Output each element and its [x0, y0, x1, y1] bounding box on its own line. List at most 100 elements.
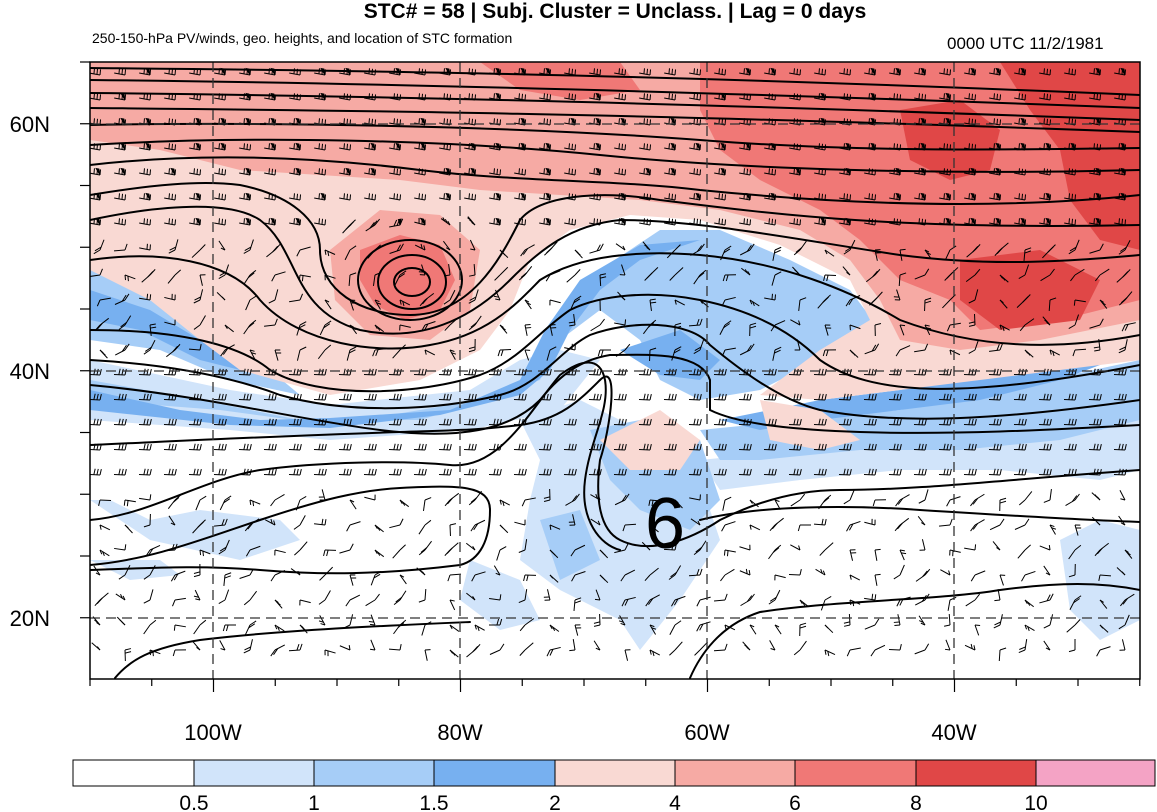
- wind-barb: [438, 443, 452, 451]
- wind-barb: [649, 298, 657, 311]
- colorbar-label: 1: [308, 792, 320, 812]
- wind-barb: [863, 418, 877, 426]
- wind-barb: [214, 168, 227, 176]
- wind-barb: [947, 596, 957, 611]
- wind-barb: [143, 339, 156, 355]
- wind-barb: [666, 244, 681, 259]
- wind-barb: [768, 544, 782, 560]
- wind-barb: [696, 596, 711, 607]
- wind-barb: [663, 443, 677, 451]
- wind-barb: [889, 143, 902, 151]
- wind-barb: [288, 368, 302, 376]
- wind-barb: [1039, 217, 1052, 226]
- wind-barb: [449, 523, 457, 537]
- wind-barb: [449, 349, 457, 360]
- wind-barb: [564, 68, 577, 76]
- wind-barb: [1089, 243, 1104, 254]
- wind-barb: [489, 67, 502, 76]
- wind-barb: [295, 495, 307, 511]
- wind-barb: [738, 468, 752, 476]
- wind-barb: [338, 468, 352, 476]
- wind-barb: [669, 620, 682, 635]
- wind-barb: [946, 322, 961, 332]
- wind-barb: [639, 167, 652, 176]
- wind-barb: [999, 324, 1010, 332]
- wind-barb: [193, 619, 207, 635]
- wind-barb: [914, 93, 927, 101]
- wind-barb: [218, 539, 230, 555]
- wind-barb: [964, 643, 976, 651]
- wind-barb: [918, 615, 926, 626]
- wind-barb: [999, 299, 1008, 309]
- wind-barb: [489, 594, 502, 601]
- colorbar-label: 0.5: [179, 792, 208, 812]
- wind-barb: [214, 67, 227, 76]
- wind-barb: [513, 418, 527, 426]
- wind-barb: [93, 565, 101, 576]
- wind-barb: [788, 368, 802, 376]
- wind-barb: [1116, 269, 1131, 283]
- wind-barb: [388, 468, 402, 476]
- wind-barb: [939, 192, 952, 201]
- wind-barb: [763, 393, 777, 401]
- wind-barb: [688, 443, 702, 451]
- wind-barb: [917, 516, 926, 526]
- wind-barb: [344, 245, 357, 261]
- wind-barb: [663, 468, 677, 476]
- wind-barb: [114, 343, 130, 356]
- wind-barb: [363, 368, 377, 376]
- wind-barb: [988, 468, 1002, 476]
- wind-barb: [619, 264, 626, 276]
- wind-barb: [388, 393, 402, 401]
- wind-barb: [314, 143, 327, 151]
- wind-barb: [864, 618, 880, 630]
- wind-barb: [493, 289, 501, 301]
- wind-barb: [899, 549, 907, 561]
- wind-barb: [763, 368, 777, 376]
- wind-barb: [617, 291, 626, 301]
- wind-barb: [118, 564, 131, 580]
- wind-barb: [374, 324, 384, 333]
- wind-barb: [989, 217, 1002, 226]
- wind-barb: [419, 292, 435, 307]
- wind-barb: [539, 67, 552, 76]
- wind-barb: [1099, 299, 1108, 309]
- wind-barb: [649, 347, 657, 362]
- wind-barb: [1121, 322, 1136, 332]
- wind-barb: [338, 443, 352, 451]
- wind-barb: [318, 590, 331, 605]
- wind-barb: [1018, 264, 1030, 279]
- wind-barb: [513, 393, 527, 401]
- wind-barb: [589, 68, 602, 76]
- wind-barb: [693, 269, 707, 285]
- wind-barb: [90, 192, 102, 201]
- wind-barb: [343, 614, 354, 629]
- wind-barb: [713, 443, 727, 451]
- wind-barb: [792, 266, 801, 276]
- wind-barb: [1068, 314, 1080, 329]
- wind-barb: [496, 546, 507, 561]
- wind-barb: [593, 640, 601, 651]
- wind-barb: [439, 167, 452, 176]
- wind-barb: [1039, 593, 1054, 604]
- wind-barb: [314, 518, 327, 526]
- wind-barb: [90, 93, 102, 101]
- wind-barb: [1118, 515, 1126, 526]
- wind-barb: [199, 549, 211, 557]
- wind-barb: [813, 468, 827, 476]
- wind-barb: [1039, 192, 1052, 201]
- wind-barb: [518, 589, 528, 604]
- wind-barb: [694, 641, 708, 656]
- wind-barb: [814, 92, 827, 101]
- chart-title: STC# = 58 | Subj. Cluster = Unclass. | L…: [363, 0, 867, 23]
- wind-barb: [564, 93, 577, 101]
- wind-barb: [1116, 567, 1126, 576]
- wind-barb: [838, 443, 852, 451]
- wind-barb: [139, 142, 152, 151]
- wind-barb: [489, 92, 502, 101]
- wind-barb: [1039, 68, 1052, 76]
- colorbar-label: 2: [549, 792, 561, 812]
- wind-barb: [1038, 468, 1052, 476]
- wind-barb: [468, 315, 482, 331]
- wind-barb: [813, 368, 827, 376]
